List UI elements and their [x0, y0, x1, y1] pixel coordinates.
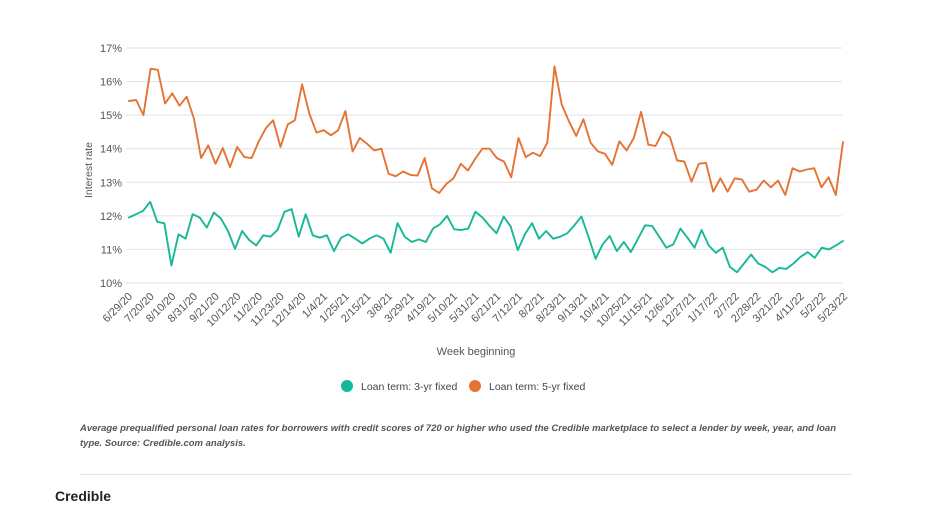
series-lines — [128, 65, 844, 274]
legend-marker-3yr — [341, 380, 353, 392]
y-tick-label: 10% — [100, 278, 122, 290]
legend: Loan term: 3-yr fixed Loan term: 5-yr fi… — [341, 380, 585, 393]
y-tick-label: 14% — [100, 144, 122, 156]
y-tick-label: 15% — [100, 110, 122, 122]
x-axis-ticks: 6/29/207/20/208/10/208/31/209/21/2010/12… — [101, 291, 850, 330]
series-line-3yr-fixed — [128, 200, 844, 274]
y-axis-label: Interest rate — [83, 142, 95, 198]
y-tick-label: 11% — [101, 244, 122, 256]
y-tick-label: 13% — [100, 177, 122, 189]
divider — [80, 474, 852, 475]
chart-caption: Average prequalified personal loan rates… — [80, 423, 837, 449]
legend-marker-5yr — [469, 380, 481, 392]
y-tick-label: 12% — [100, 211, 122, 223]
brand-name: Credible — [55, 488, 112, 504]
line-chart: 17% 16% 15% 14% 13% 12% 11% 10% 6/29/207/20/208… — [83, 43, 850, 393]
series-line-5yr-fixed — [128, 65, 844, 196]
legend-label-3yr: Loan term: 3-yr fixed — [361, 381, 457, 393]
y-tick-label: 17% — [100, 43, 122, 55]
x-axis-label: Week beginning — [437, 346, 516, 358]
gridlines — [126, 47, 842, 284]
y-axis-ticks: 17% 16% 15% 14% 13% 12% 11% 10% — [100, 43, 122, 290]
legend-label-5yr: Loan term: 5-yr fixed — [489, 381, 585, 393]
y-tick-label: 16% — [100, 77, 122, 89]
